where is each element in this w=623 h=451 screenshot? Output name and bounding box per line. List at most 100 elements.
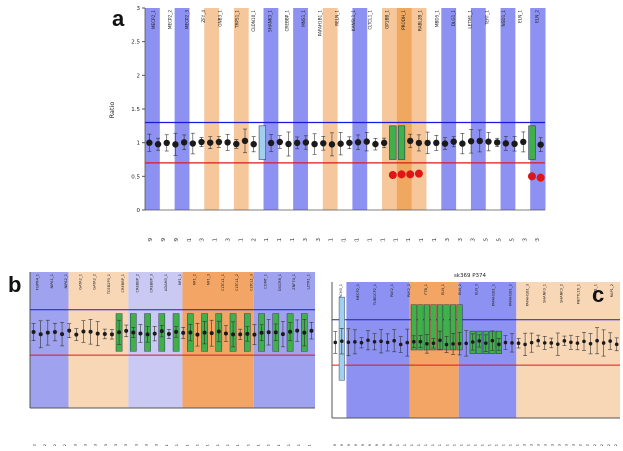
data-point (309, 328, 314, 333)
data-point (295, 328, 300, 333)
probe-label: NF1_1 (178, 274, 182, 285)
probe-label: RAP1_2 (610, 284, 614, 297)
probe-label: DGCR8_1 (278, 274, 282, 291)
data-point (202, 330, 207, 335)
probe-label: SHANK3_1 (542, 284, 546, 303)
probe-label: ELN_1 (518, 10, 523, 23)
probe-label: ZFY_4 (201, 10, 206, 23)
chromosome-label: 15q24.1 (277, 238, 283, 242)
probe-label: CREBBP_3 (150, 274, 154, 292)
data-point (398, 342, 403, 347)
probe-label: PAK2_1 (390, 284, 394, 297)
region-band (248, 8, 265, 210)
panel-label-a: a (112, 6, 125, 31)
probe-label: MECP2_3 (184, 10, 189, 29)
data-point (88, 329, 93, 334)
probe-label: GATA2_2 (93, 274, 97, 290)
data-point (231, 332, 236, 337)
data-point (372, 339, 377, 344)
region-band (411, 8, 427, 210)
probe-label: GNB3_1 (218, 10, 223, 27)
region-band (204, 8, 220, 210)
probe-label: RELN_1 (334, 10, 339, 26)
data-point (320, 140, 327, 147)
probe-label: CREBBP_1 (121, 274, 125, 292)
data-point (109, 332, 114, 337)
data-point (511, 140, 518, 148)
data-point (431, 341, 436, 346)
data-point (60, 332, 65, 337)
region-band (337, 8, 353, 210)
data-point (145, 332, 150, 337)
data-point (252, 332, 257, 337)
probe-label: MECP2_1 (356, 284, 360, 300)
data-point (346, 340, 351, 345)
data-point (542, 341, 547, 345)
data-point (467, 138, 475, 145)
data-point (444, 342, 449, 347)
data-point (438, 338, 442, 343)
data-point (276, 138, 283, 146)
probe-label: RAP1_1 (593, 284, 597, 297)
data-point (245, 331, 250, 336)
data-point (198, 138, 205, 146)
data-point (285, 140, 292, 148)
data-point (273, 330, 278, 335)
probe-label: ELN_2 (458, 284, 462, 295)
data-point (477, 339, 482, 343)
data-point (180, 139, 188, 146)
data-point (67, 328, 72, 333)
box-highlight (528, 125, 536, 160)
y-axis-label: Ratio (108, 102, 116, 119)
data-point (38, 332, 43, 337)
y-tick-label: 2 (137, 73, 141, 79)
region-band (516, 282, 620, 418)
probe-label: NSD1_1 (501, 10, 506, 27)
probe-label: MBD5_1 (434, 10, 439, 27)
probe-label: SHANK3_1 (268, 10, 273, 32)
chromosome-label: 22q13 (458, 238, 464, 242)
data-point (302, 330, 307, 335)
data-point (233, 140, 240, 148)
deletion-point (388, 170, 397, 179)
probe-label: CREBBP_1 (284, 10, 289, 32)
y-tick-label: 0 (137, 208, 141, 214)
data-point (174, 329, 179, 334)
probe-label: LZTR1_1 (306, 274, 310, 290)
data-point (385, 340, 390, 345)
data-point (523, 342, 527, 347)
probe-label: CLTCL1_3 (249, 274, 253, 291)
chart-c: sk369 P374 LRCH3_1 MECP2_1 TUBGCP2_1 PAK2_1 P… (331, 273, 620, 451)
region-band (515, 8, 531, 210)
deletion-point (397, 170, 406, 179)
data-point (181, 330, 186, 335)
probe-label: MECP2_1 (151, 10, 156, 29)
box-highlight (258, 125, 266, 160)
data-point (131, 330, 136, 335)
chromosome-label: 17p13.3 (303, 238, 309, 242)
data-point (52, 330, 57, 335)
data-point (380, 139, 388, 147)
chromosome-label: 3q29 (161, 238, 167, 242)
data-point (582, 339, 586, 344)
data-point (497, 342, 501, 347)
data-point (31, 330, 36, 335)
data-point (366, 338, 370, 343)
chromosome-label: 22q13 (445, 238, 451, 242)
probe-label: PRODH_1 (401, 10, 406, 30)
chromosome-label: 17q21.31 (342, 238, 348, 242)
data-point (189, 140, 197, 147)
data-point (207, 139, 214, 146)
probe-label: FSIPR4_1 (36, 274, 40, 290)
data-point (154, 141, 162, 148)
data-point (433, 139, 440, 147)
region-band (219, 8, 235, 210)
panel-c: sk369 P374 LRCH3_1 MECP2_1 TUBGCP2_1 PAK2_1 P… (320, 268, 623, 451)
data-point (556, 342, 560, 346)
data-point (529, 340, 534, 345)
region-band (174, 8, 190, 210)
probe-label: NF1_2 (192, 274, 196, 285)
data-point (451, 342, 455, 346)
data-point (45, 330, 50, 335)
data-point (238, 332, 243, 337)
